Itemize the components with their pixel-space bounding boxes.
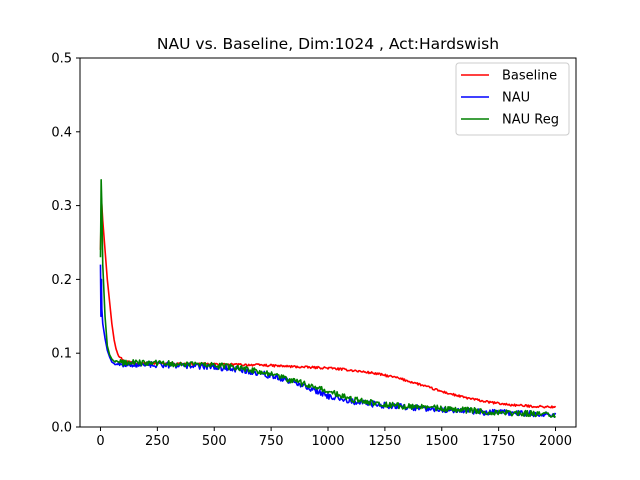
legend: Baseline NAU NAU Reg [455, 62, 570, 136]
y-tick-label: 0.0 [51, 421, 72, 436]
series-group [99, 178, 557, 418]
legend-label: NAU Reg [502, 113, 559, 128]
x-tick-label: 750 [259, 434, 284, 449]
legend-label: Baseline [502, 69, 557, 84]
legend-frame [455, 62, 570, 136]
y-tick-label: 0.4 [51, 125, 72, 140]
plot-frame [79, 57, 577, 428]
x-tick-label: 0 [96, 434, 104, 449]
chart-title: NAU vs. Baseline, Dim:1024 , Act:Hardswi… [157, 35, 499, 53]
y-tick-label: 0.3 [51, 199, 72, 214]
y-tick-label: 0.5 [51, 52, 72, 67]
y-tick-label: 0.2 [51, 273, 72, 288]
x-tick-label: 1250 [368, 434, 401, 449]
legend-label: NAU [502, 91, 530, 106]
x-axis: 0 250 500 750 1000 1250 1500 1750 2000 [96, 427, 572, 449]
x-tick-label: 2000 [539, 434, 572, 449]
x-tick-label: 1750 [482, 434, 515, 449]
series-line-nau-reg [99, 178, 557, 418]
x-tick-label: 1500 [425, 434, 458, 449]
y-axis: 0.0 0.1 0.2 0.3 0.4 0.5 [51, 52, 80, 436]
x-tick-label: 250 [145, 434, 170, 449]
x-tick-label: 1000 [311, 434, 344, 449]
x-tick-label: 500 [202, 434, 227, 449]
y-tick-label: 0.1 [51, 347, 72, 362]
